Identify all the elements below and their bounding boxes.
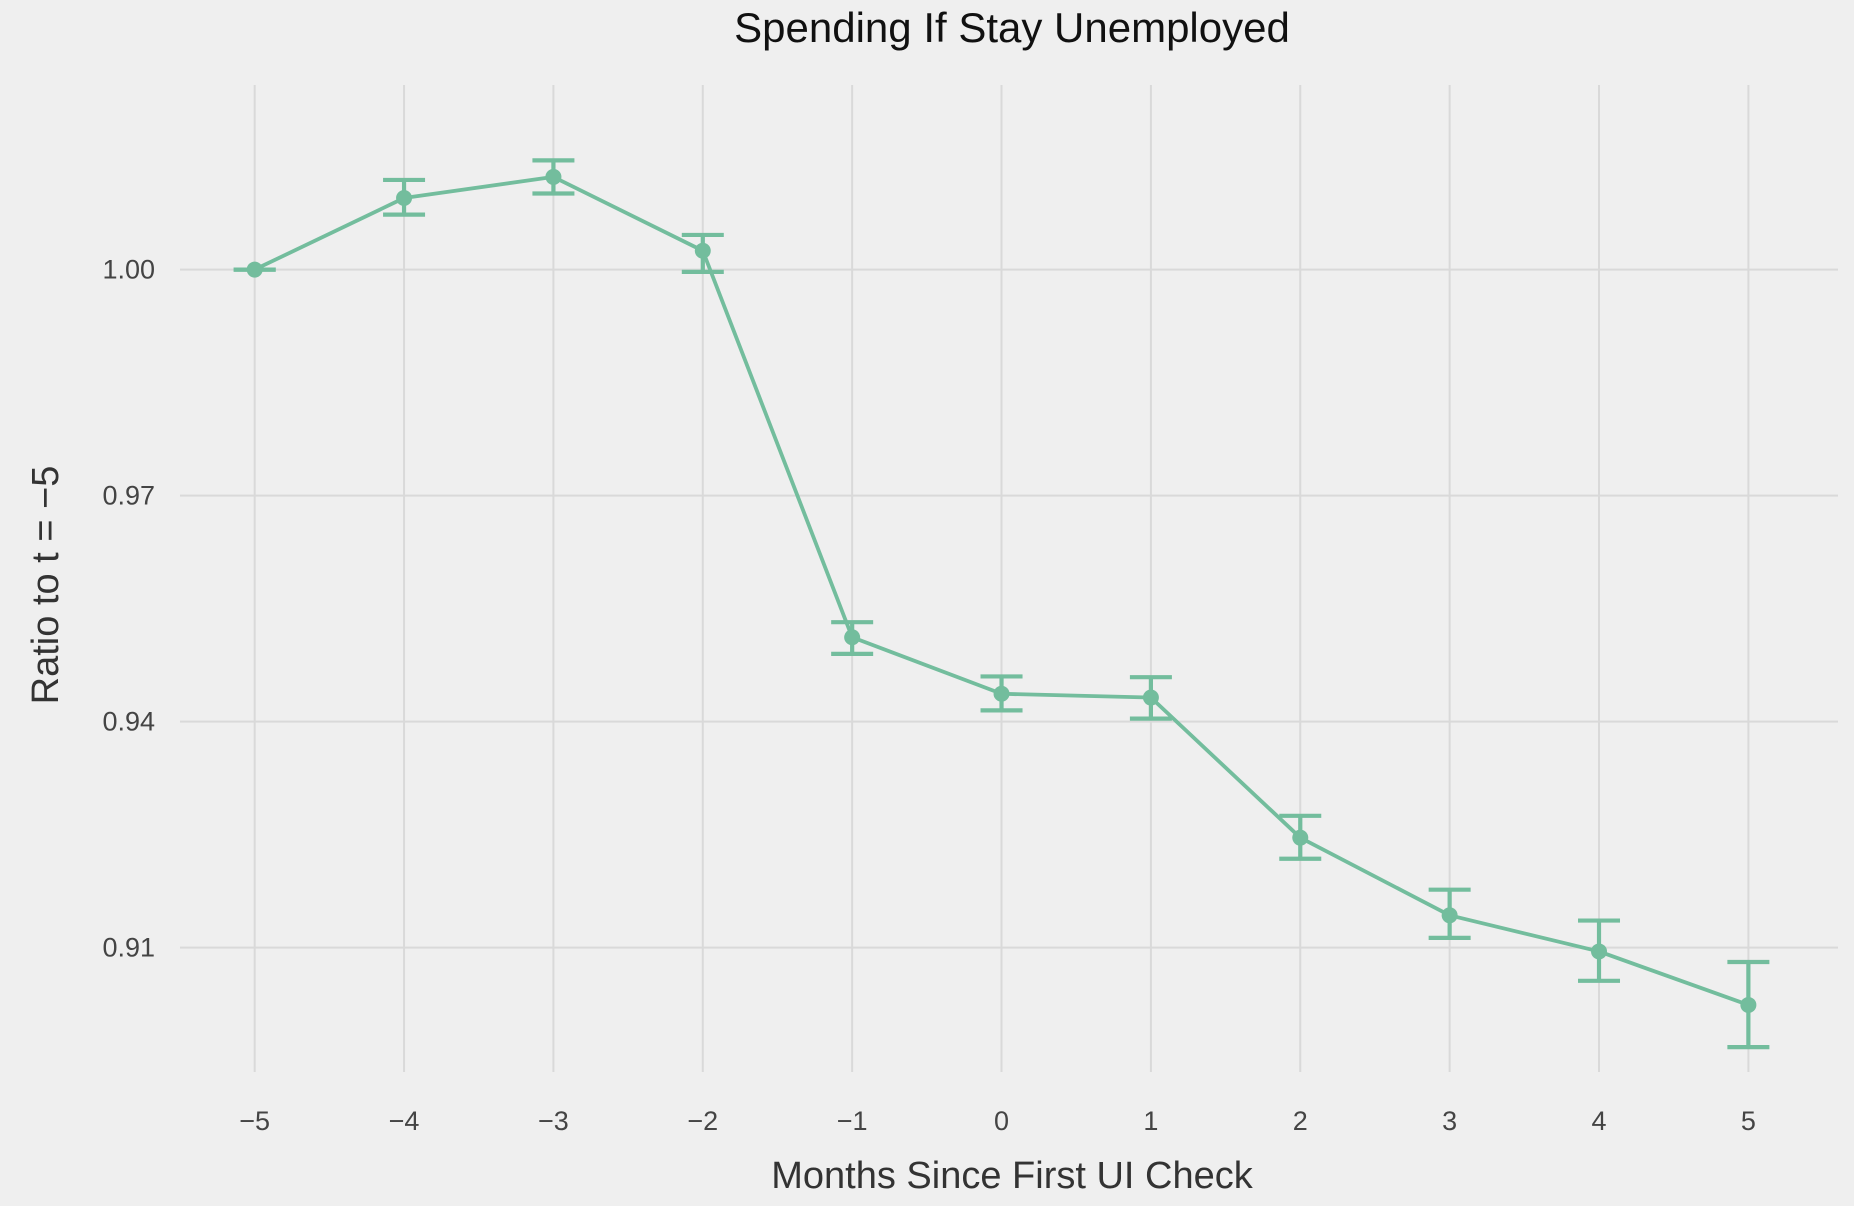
chart-title: Spending If Stay Unemployed <box>734 4 1290 51</box>
y-axis-label: Ratio to t = −5 <box>25 466 67 705</box>
x-tick-label: 5 <box>1741 1106 1756 1136</box>
x-tick-label: 1 <box>1143 1106 1158 1136</box>
data-point <box>1591 943 1608 960</box>
x-tick-label: −2 <box>687 1106 718 1136</box>
x-tick-label: 3 <box>1442 1106 1457 1136</box>
data-point <box>1740 996 1757 1013</box>
data-point <box>1441 907 1458 924</box>
x-axis-label: Months Since First UI Check <box>771 1155 1253 1197</box>
x-tick-label: −1 <box>837 1106 868 1136</box>
x-tick-label: 4 <box>1591 1106 1606 1136</box>
data-point <box>396 190 413 207</box>
data-point <box>694 242 711 259</box>
grid-lines <box>180 85 1838 1072</box>
data-point <box>1292 829 1309 846</box>
data-point <box>1142 689 1159 706</box>
data-point <box>993 685 1010 702</box>
data-point <box>545 168 562 185</box>
x-tick-label: 0 <box>994 1106 1009 1136</box>
data-point <box>246 261 263 278</box>
series-layer <box>233 158 1770 1050</box>
data-point <box>844 629 861 646</box>
x-tick-label: −5 <box>239 1106 270 1136</box>
x-tick-label: −3 <box>538 1106 569 1136</box>
axes: −5 −4 −3 −2 −1 0 1 2 3 4 5 0.91 0.94 0.97 1.00 <box>102 255 1755 1136</box>
y-tick-label: 0.94 <box>102 707 155 737</box>
x-tick-label: 2 <box>1293 1106 1308 1136</box>
y-tick-label: 0.97 <box>102 481 155 511</box>
y-tick-label: 1.00 <box>102 255 155 285</box>
y-tick-label: 0.91 <box>102 933 155 963</box>
x-tick-label: −4 <box>389 1106 420 1136</box>
